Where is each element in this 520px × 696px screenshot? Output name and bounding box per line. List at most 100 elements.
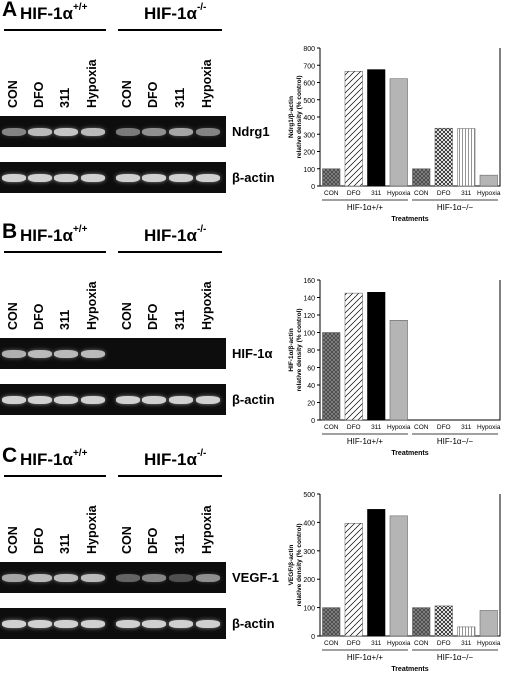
lane-label: 311 <box>58 87 72 108</box>
x-category-label: 311 <box>371 190 382 197</box>
genotype-superscript: +/+ <box>72 2 88 14</box>
genotype-base-text: HIF-1α <box>144 226 197 245</box>
lane-label: 311 <box>173 533 187 554</box>
y-tick-label: 300 <box>303 549 315 556</box>
x-category-label: DFO <box>437 424 451 431</box>
gel-band <box>2 174 26 182</box>
gel-band <box>81 350 105 358</box>
bar-chart: 0 100 200 300 400 500 VEGF/β-actinrelative den… <box>288 492 501 673</box>
gel-band <box>81 620 105 628</box>
bar <box>322 168 341 187</box>
gel-band <box>2 620 26 628</box>
y-axis-label: HIF-1α/β-actinrelative density (% contro… <box>288 308 303 391</box>
bar <box>367 69 386 187</box>
bar <box>389 515 408 637</box>
gel-band <box>169 128 193 136</box>
genotype-underline <box>4 475 106 477</box>
group-label: HIF-1α+/+ <box>347 203 384 212</box>
gel-band-label: VEGF-1 <box>232 570 279 585</box>
y-tick-label: 200 <box>303 150 315 157</box>
gel-band <box>116 174 140 182</box>
x-category-label: Hypoxia <box>387 640 411 647</box>
gel-band <box>28 350 52 358</box>
y-tick-label: 60 <box>307 366 315 373</box>
gel-band <box>2 350 26 358</box>
lane-label: DFO <box>146 81 160 108</box>
y-tick-label: 600 <box>303 81 315 88</box>
x-category-label: Hypoxia <box>387 190 411 197</box>
y-tick-label: 40 <box>307 383 315 390</box>
gene-gel-strip <box>0 116 226 147</box>
x-category-label: CON <box>324 424 339 431</box>
gel-band <box>54 396 78 404</box>
gel-band <box>116 574 140 582</box>
genotype-wildtype-header: HIF-1α+/+ <box>20 448 87 470</box>
lane-label: DFO <box>146 527 160 554</box>
y-tick-label: 500 <box>303 98 315 105</box>
bar <box>457 626 476 637</box>
bar <box>344 292 363 421</box>
gel-band-label: β-actin <box>232 170 275 185</box>
genotype-knockout-header: HIF-1α-/- <box>144 448 206 470</box>
lane-label: DFO <box>146 303 160 330</box>
lane-label: Hypoxia <box>200 281 214 330</box>
y-tick-label: 120 <box>303 313 315 320</box>
gel-band <box>169 620 193 628</box>
lane-label: Hypoxia <box>85 505 99 554</box>
x-category-label: 311 <box>461 424 472 431</box>
x-category-label: 311 <box>371 424 382 431</box>
x-category-label: Hypoxia <box>477 190 501 197</box>
lane-label: Hypoxia <box>200 505 214 554</box>
gel-band <box>196 174 220 182</box>
gel-band <box>54 128 78 136</box>
control-gel-strip <box>0 608 226 639</box>
lane-label: CON <box>6 302 20 330</box>
gene-gel-strip <box>0 338 226 369</box>
x-category-label: DFO <box>437 190 451 197</box>
figure-panel-b: B HIF-1α+/+ HIF-1α-/- CON DFO 311 Hypoxia CON D… <box>0 220 520 457</box>
x-axis-label: Treatments <box>391 216 428 223</box>
y-tick-label: 140 <box>303 296 315 303</box>
lane-label: DFO <box>32 527 46 554</box>
bar <box>389 78 408 187</box>
y-axis-label: VEGF/β-actinrelative density (% control) <box>288 523 303 606</box>
gel-band <box>196 396 220 404</box>
genotype-underline <box>118 29 222 31</box>
lane-label: 311 <box>173 309 187 330</box>
gel-band <box>28 574 52 582</box>
lane-label: CON <box>120 526 134 554</box>
gel-band-label: β-actin <box>232 392 275 407</box>
genotype-underline <box>4 29 106 31</box>
y-tick-label: 200 <box>303 577 315 584</box>
lane-label: Hypoxia <box>85 281 99 330</box>
y-tick-label: 400 <box>303 520 315 527</box>
gel-band <box>54 174 78 182</box>
y-tick-label: 400 <box>303 115 315 122</box>
x-category-label: DFO <box>347 424 361 431</box>
group-label: HIF-1α+/+ <box>347 653 384 662</box>
genotype-base-text: HIF-1α <box>20 226 73 245</box>
y-tick-label: 500 <box>303 492 315 499</box>
genotype-knockout-header: HIF-1α-/- <box>144 224 206 246</box>
genotype-underline <box>118 475 222 477</box>
x-category-label: DFO <box>437 640 451 647</box>
bar <box>412 607 431 637</box>
gel-band <box>169 574 193 582</box>
genotype-base-text: HIF-1α <box>20 450 73 469</box>
gel-band <box>116 620 140 628</box>
gel-band <box>81 574 105 582</box>
genotype-superscript: -/- <box>196 2 207 14</box>
gel-band-label: Ndrg1 <box>232 124 270 139</box>
genotype-wildtype-header: HIF-1α+/+ <box>20 2 88 24</box>
gel-band <box>142 128 166 136</box>
genotype-superscript: +/+ <box>72 224 88 236</box>
lane-label: CON <box>6 80 20 108</box>
x-category-label: Hypoxia <box>477 640 501 647</box>
gel-band <box>196 128 220 136</box>
genotype-base-text: HIF-1α <box>20 4 73 23</box>
y-tick-label: 0 <box>311 184 315 191</box>
lane-label: 311 <box>58 309 72 330</box>
lane-label: Hypoxia <box>200 59 214 108</box>
x-category-label: DFO <box>347 640 361 647</box>
gel-band <box>142 620 166 628</box>
